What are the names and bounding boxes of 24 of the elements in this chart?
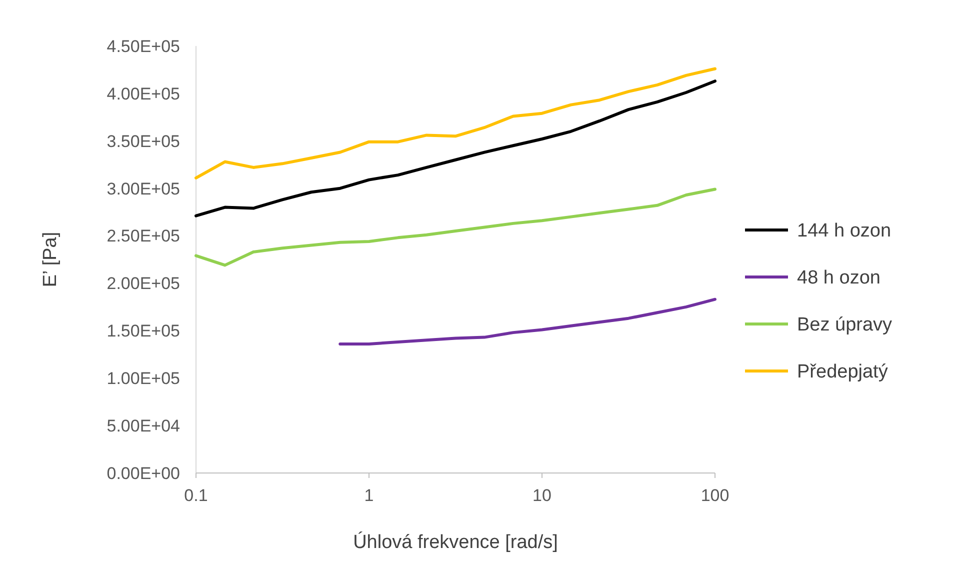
legend-label: Bez úpravy — [797, 314, 893, 336]
y-tick-label: 5.00E+04 — [106, 416, 180, 436]
line-series — [338, 298, 716, 346]
x-tick-label: 100 — [700, 486, 730, 505]
y-tick-label: 1.50E+05 — [106, 322, 180, 341]
y-tick-label: 2.00E+05 — [106, 274, 180, 294]
legend-label: 144 h ozon — [797, 220, 892, 242]
line-series — [194, 188, 716, 267]
line-series — [194, 80, 716, 218]
y-tick-label: 1.00E+05 — [106, 369, 180, 388]
y-tick-label: 4.00E+05 — [106, 84, 180, 104]
y-tick-label: 3.00E+05 — [106, 179, 180, 198]
y-tick-label: 0.00E+00 — [106, 464, 180, 483]
y-tick-label: 4.50E+05 — [106, 36, 180, 56]
y-axis-title: E’ [Pa] — [40, 232, 61, 288]
legend-label: Předepjatý — [797, 362, 888, 383]
y-tick-label: 2.50E+05 — [106, 226, 180, 246]
y-tick-label: 3.50E+05 — [106, 132, 180, 151]
x-axis-title: Úhlová frekvence [rad/s] — [353, 531, 558, 553]
legend-label: 48 h ozon — [797, 268, 880, 289]
x-tick-label: 1 — [364, 486, 374, 505]
x-tick-label: 10 — [532, 486, 552, 505]
line-series — [194, 67, 716, 180]
x-tick-label: 0.1 — [184, 486, 208, 505]
